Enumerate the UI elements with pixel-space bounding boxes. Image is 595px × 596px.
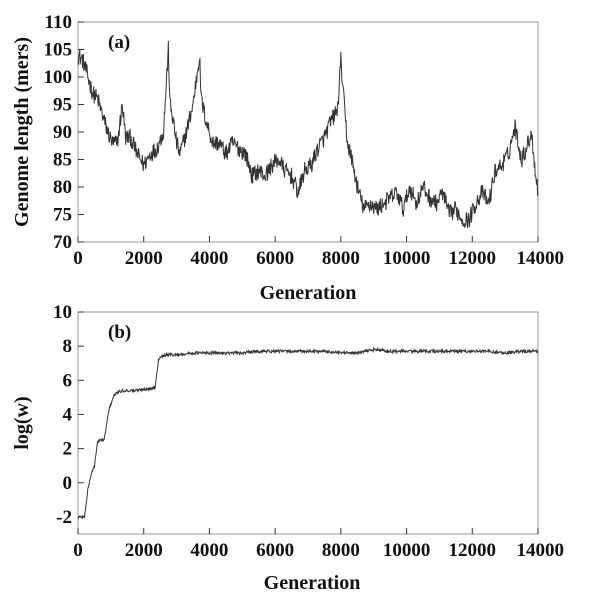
x-tick-label: 4000 bbox=[190, 540, 228, 561]
y-tick-label: 85 bbox=[53, 150, 72, 171]
y-tick-label: 10 bbox=[53, 302, 72, 323]
x-ticks-b: 0 2000 4000 6000 8000 10000 12000 14000 bbox=[73, 528, 564, 561]
y-tick-label: 80 bbox=[53, 177, 72, 198]
panel-label-a: (a) bbox=[108, 32, 130, 53]
x-tick-label: 4000 bbox=[190, 248, 228, 269]
x-tick-label: 0 bbox=[73, 540, 83, 561]
y-axis-label-b: log(w) bbox=[11, 396, 33, 449]
y-ticks-b: -2 0 2 4 6 8 10 bbox=[53, 302, 84, 528]
y-tick-label: -2 bbox=[56, 507, 72, 528]
x-tick-label: 10000 bbox=[383, 540, 431, 561]
x-tick-label: 2000 bbox=[125, 248, 163, 269]
series-line-b bbox=[77, 346, 539, 520]
x-tick-label: 14000 bbox=[517, 540, 565, 561]
x-tick-label: 14000 bbox=[517, 248, 565, 269]
y-tick-label: 0 bbox=[63, 473, 73, 494]
x-axis-label-b: Generation bbox=[264, 572, 361, 594]
y-ticks-a: 70 75 80 85 90 95 100 105 110 bbox=[44, 12, 84, 253]
x-tick-label: 0 bbox=[73, 248, 83, 269]
x-tick-label: 8000 bbox=[322, 540, 360, 561]
y-tick-label: 70 bbox=[53, 232, 72, 253]
x-tick-label: 12000 bbox=[449, 540, 497, 561]
x-ticks-a: 0 2000 4000 6000 8000 10000 12000 14000 bbox=[73, 236, 564, 269]
y-tick-label: 100 bbox=[44, 67, 73, 88]
panel-a: 70 75 80 85 90 95 100 105 110 0 2000 4000 6000 8000 1… bbox=[11, 12, 564, 304]
x-tick-label: 2000 bbox=[125, 540, 163, 561]
x-tick-label: 8000 bbox=[322, 248, 360, 269]
x-tick-label: 12000 bbox=[449, 248, 497, 269]
y-tick-label: 2 bbox=[63, 439, 73, 460]
y-tick-label: 4 bbox=[63, 404, 73, 425]
series-line-a bbox=[77, 40, 539, 229]
y-axis-label-a: Genome length (mers) bbox=[11, 37, 33, 227]
y-tick-label: 105 bbox=[44, 40, 73, 61]
panel-label-b: (b) bbox=[108, 322, 131, 343]
x-tick-label: 6000 bbox=[256, 540, 294, 561]
x-axis-label-a: Generation bbox=[260, 282, 357, 304]
plot-area-a bbox=[77, 21, 539, 243]
y-tick-label: 110 bbox=[45, 12, 72, 33]
y-tick-label: 75 bbox=[53, 205, 72, 226]
plot-area-b bbox=[77, 311, 539, 535]
y-tick-label: 95 bbox=[53, 95, 72, 116]
y-tick-label: 90 bbox=[53, 122, 72, 143]
x-tick-label: 6000 bbox=[256, 248, 294, 269]
y-tick-label: 8 bbox=[63, 336, 73, 357]
x-tick-label: 10000 bbox=[383, 248, 431, 269]
y-tick-label: 6 bbox=[63, 370, 73, 391]
